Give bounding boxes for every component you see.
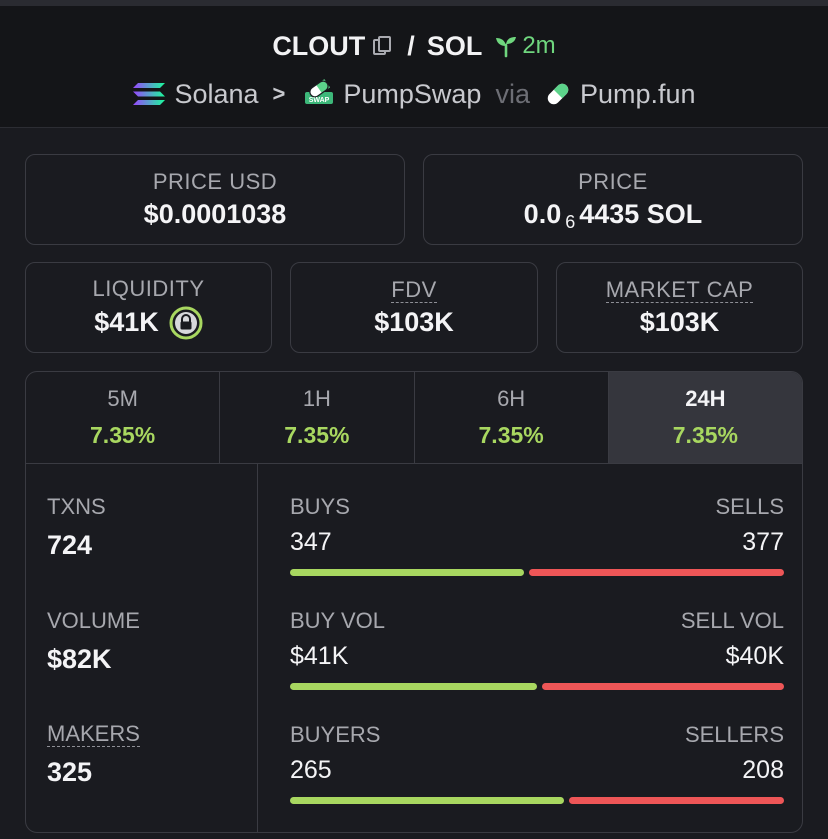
sellers-value: 208 [742, 756, 784, 784]
price-usd-card: PRICE USD $0.0001038 [25, 154, 405, 245]
split-values: $41K $40K [290, 634, 784, 671]
pill-icon [547, 83, 569, 105]
txns-label: TXNS [47, 494, 106, 519]
pumpswap-icon: SWAP [305, 79, 334, 104]
tab-change: 7.35% [90, 422, 156, 448]
liquidity-card: LIQUIDITY $41K [25, 262, 272, 353]
breadcrumb: Solana > SWAP PumpSwap via Pump.fun [0, 76, 828, 112]
totals-column: TXNS 724 VOLUME $82K MAKERS 325 [26, 464, 258, 832]
price-native-zero-count: 6 [565, 212, 576, 232]
tab-change: 7.35% [672, 422, 738, 448]
sell-vol-label: SELL VOL [680, 608, 784, 633]
top-strip [0, 0, 828, 6]
fdv-card: FDV $103K [290, 262, 538, 353]
lock-icon[interactable] [169, 306, 203, 340]
buyers-value: 265 [290, 756, 332, 784]
sell-vol-bar-segment [542, 683, 784, 690]
launchpad-link[interactable]: Pump.fun [579, 78, 696, 109]
buys-bar-segment [290, 569, 525, 576]
volume-bar [290, 683, 784, 690]
split-labels: BUY VOL SELL VOL [290, 608, 784, 634]
txns-metric: TXNS 724 [47, 494, 106, 561]
price-native-digits: 4435 SOL [579, 199, 703, 229]
sells-label: SELLS [715, 494, 785, 519]
sprout-icon [496, 37, 517, 58]
makers-metric: MAKERS 325 [47, 722, 140, 788]
makers-label[interactable]: MAKERS [47, 721, 140, 747]
dex-link[interactable]: PumpSwap [343, 78, 482, 109]
splits-column: BUYS SELLS 347 377 BUY VOL SELL VOL $41K… [290, 464, 784, 832]
sell-vol-value: $40K [725, 642, 784, 670]
volume-label: VOLUME [47, 608, 140, 633]
timeframe-tabs: 5M 7.35% 1H 7.35% 6H 7.35% 24H 7.35% [26, 372, 802, 464]
via-text: via [495, 78, 530, 109]
sellers-bar-segment [568, 797, 784, 804]
tab-24h[interactable]: 24H 7.35% [608, 372, 802, 463]
split-values: 265 208 [290, 748, 784, 785]
pair-header: CLOUT / SOL 2m Solana > [0, 6, 828, 128]
solana-icon [133, 83, 166, 105]
sellers-label: SELLERS [684, 722, 784, 747]
split-values: 347 377 [290, 520, 784, 557]
chevron-right-icon: > [272, 81, 286, 106]
price-native-card: PRICE 0.0 6 4435 SOL [423, 154, 803, 245]
liquidity-value: $41K [94, 307, 159, 337]
tab-label: 6H [497, 386, 526, 411]
price-native-label: PRICE [578, 169, 648, 194]
buy-vol-value: $41K [290, 642, 349, 670]
price-native-value: 0.0 6 4435 SOL [523, 199, 703, 232]
tab-change: 7.35% [478, 422, 544, 448]
liquidity-value-row: $41K [94, 306, 203, 340]
liquidity-label: LIQUIDITY [92, 275, 205, 301]
chain-link[interactable]: Solana [174, 78, 259, 109]
tab-change: 7.35% [284, 422, 350, 448]
fdv-value: $103K [374, 306, 454, 337]
txns-value: 724 [47, 530, 93, 560]
buys-label: BUYS [290, 494, 350, 519]
sells-value: 377 [742, 528, 784, 556]
tab-6h[interactable]: 6H 7.35% [415, 372, 609, 463]
volume-split: BUY VOL SELL VOL $41K $40K [290, 608, 784, 690]
buy-vol-bar-segment [290, 683, 538, 690]
market-cap-card: MARKET CAP $103K [556, 262, 803, 353]
buy-vol-label: BUY VOL [290, 608, 385, 633]
fdv-label[interactable]: FDV [391, 276, 437, 303]
buys-sells-split: BUYS SELLS 347 377 [290, 494, 784, 576]
sells-bar-segment [529, 569, 784, 576]
tab-1h[interactable]: 1H 7.35% [220, 372, 415, 463]
buyers-label: BUYERS [290, 722, 381, 747]
tab-label: 24H [685, 386, 726, 411]
token-symbol[interactable]: CLOUT [272, 30, 366, 61]
tab-label: 5M [107, 386, 138, 411]
volume-value: $82K [47, 644, 112, 674]
price-usd-value: $0.0001038 [143, 199, 287, 229]
price-native-prefix: 0.0 [523, 199, 562, 229]
buys-sells-bar [290, 569, 784, 576]
makers-value: 325 [47, 757, 93, 787]
pair-title-row: CLOUT / SOL 2m [0, 28, 828, 64]
stats-panel: 5M 7.35% 1H 7.35% 6H 7.35% 24H 7.35% TXN… [25, 371, 803, 833]
buys-value: 347 [290, 528, 332, 556]
buyers-sellers-split: BUYERS SELLERS 265 208 [290, 722, 784, 804]
quote-symbol: SOL [426, 30, 483, 61]
market-cap-value: $103K [639, 306, 720, 337]
pair-separator: / [407, 30, 415, 61]
buyers-sellers-bar [290, 797, 784, 804]
market-cap-label[interactable]: MARKET CAP [605, 276, 754, 303]
pair-age: 2m [522, 32, 556, 59]
split-labels: BUYS SELLS [290, 494, 784, 520]
swap-badge-text: SWAP [309, 97, 330, 104]
copy-icon[interactable] [373, 36, 392, 56]
split-labels: BUYERS SELLERS [290, 722, 784, 748]
tab-5m[interactable]: 5M 7.35% [26, 372, 221, 463]
volume-metric: VOLUME $82K [47, 608, 140, 675]
price-usd-label: PRICE USD [152, 169, 278, 194]
buyers-bar-segment [290, 797, 564, 804]
tab-label: 1H [302, 386, 331, 411]
